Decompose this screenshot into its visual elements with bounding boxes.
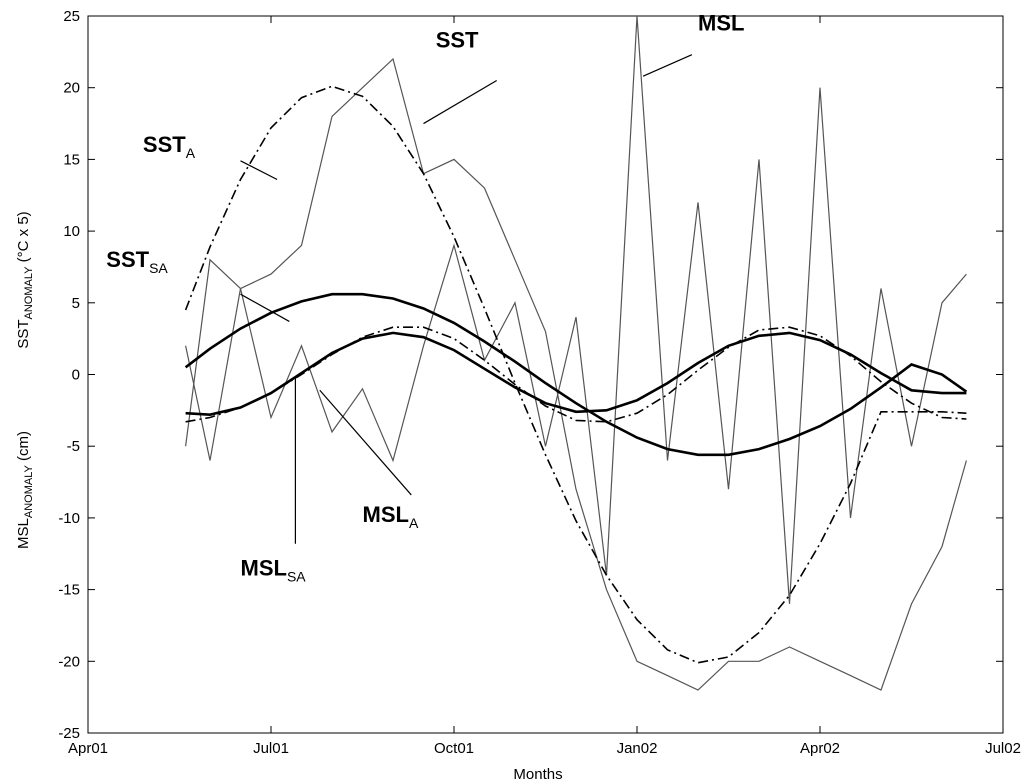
series-msl-sa-line xyxy=(185,331,967,417)
x-tick-label: Apr02 xyxy=(800,740,840,757)
series-sst-sa-line xyxy=(184,292,968,457)
y-tick-label: 15 xyxy=(63,151,80,168)
annot-sst-sa-leader xyxy=(240,293,290,322)
y-tick-label: -20 xyxy=(58,653,80,670)
annot-sst-a: SSTA xyxy=(143,132,196,161)
y-axis-label-sst: SSTANOMALY (°C x 5) xyxy=(15,211,35,348)
annot-msl-a-leader xyxy=(319,389,412,496)
annot-sst-sa: SSTSA xyxy=(106,247,168,276)
y-tick-label: 5 xyxy=(72,295,80,312)
x-axis-label: Months xyxy=(513,766,562,783)
annot-msl-leader xyxy=(642,54,693,77)
y-tick-label: 10 xyxy=(63,223,80,240)
y-axis-label-msl: MSLANOMALY (cm) xyxy=(15,431,35,549)
y-tick-label: -10 xyxy=(58,510,80,527)
y-tick-label: 20 xyxy=(63,80,80,97)
series-msl-a-line xyxy=(185,326,967,423)
y-axis-label-group: MSLANOMALY (cm) SSTANOMALY (°C x 5) xyxy=(15,211,35,549)
y-axis: -25 -20 -15 -10 -5 0 5 10 15 20 25 xyxy=(58,8,1003,742)
x-tick-label: Jul01 xyxy=(253,740,289,757)
series-layer xyxy=(184,15,968,691)
series-sst-line xyxy=(185,57,967,691)
x-tick-label: Jul02 xyxy=(985,740,1021,757)
y-tick-label: -5 xyxy=(67,438,80,455)
annot-sst: SST xyxy=(436,28,479,53)
annot-msl-sa: MSLSA xyxy=(241,555,307,584)
x-tick-label: Oct01 xyxy=(434,740,474,757)
annotations: SST MSL SSTA SSTSA MSLA MSLSA xyxy=(106,10,744,584)
annot-msl: MSL xyxy=(698,10,744,35)
x-tick-label: Apr01 xyxy=(68,740,108,757)
series-sst-a-line xyxy=(184,85,967,664)
annot-sst-a-leader xyxy=(240,160,278,181)
series-msl-line xyxy=(185,15,967,604)
x-tick-label: Jan02 xyxy=(617,740,658,757)
annot-sst-leader xyxy=(423,80,498,125)
y-tick-label: -25 xyxy=(58,725,80,742)
y-tick-label: 25 xyxy=(63,8,80,25)
annot-msl-a: MSLA xyxy=(363,502,419,531)
y-tick-label: 0 xyxy=(72,367,80,384)
y-tick-label: -15 xyxy=(58,582,80,599)
x-axis: Apr01 Jul01 Oct01 Jan02 Apr02 Jul02 xyxy=(68,16,1021,757)
